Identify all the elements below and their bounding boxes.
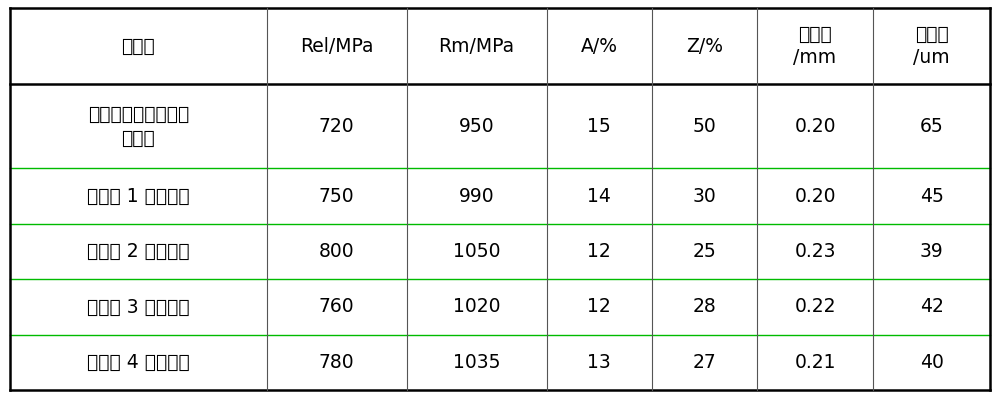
Text: 脱碳层
/mm: 脱碳层 /mm xyxy=(793,25,837,67)
Text: 65: 65 xyxy=(920,117,944,136)
Text: 750: 750 xyxy=(319,187,354,206)
Text: 42: 42 xyxy=(920,297,944,316)
Text: Z/%: Z/% xyxy=(686,37,723,56)
Text: 0.22: 0.22 xyxy=(794,297,836,316)
Text: 实施例 4 连杆毛坯: 实施例 4 连杆毛坯 xyxy=(87,353,190,372)
Text: 28: 28 xyxy=(692,297,716,316)
Text: 0.21: 0.21 xyxy=(794,353,836,372)
Text: 1050: 1050 xyxy=(453,242,500,261)
Text: 未经本发明热处理的
对比件: 未经本发明热处理的 对比件 xyxy=(88,105,189,148)
Text: 0.23: 0.23 xyxy=(794,242,836,261)
Text: 50: 50 xyxy=(692,117,716,136)
Text: 不圆度
/um: 不圆度 /um xyxy=(913,25,950,67)
Text: 14: 14 xyxy=(587,187,611,206)
Text: A/%: A/% xyxy=(581,37,618,56)
Text: 39: 39 xyxy=(920,242,944,261)
Text: 25: 25 xyxy=(692,242,716,261)
Text: 实施例 1 连杆毛坯: 实施例 1 连杆毛坯 xyxy=(87,187,190,206)
Text: 0.20: 0.20 xyxy=(794,117,836,136)
Text: 27: 27 xyxy=(692,353,716,372)
Text: 15: 15 xyxy=(587,117,611,136)
Text: 13: 13 xyxy=(587,353,611,372)
Text: 30: 30 xyxy=(692,187,716,206)
Text: 0.20: 0.20 xyxy=(794,187,836,206)
Text: 实施例 3 连杆毛坯: 实施例 3 连杆毛坯 xyxy=(87,297,190,316)
Text: 实施例: 实施例 xyxy=(121,37,155,56)
Text: 12: 12 xyxy=(587,242,611,261)
Text: 780: 780 xyxy=(319,353,354,372)
Text: 990: 990 xyxy=(459,187,494,206)
Text: 40: 40 xyxy=(920,353,944,372)
Text: 760: 760 xyxy=(319,297,354,316)
Text: 实施例 2 连杆毛坯: 实施例 2 连杆毛坯 xyxy=(87,242,190,261)
Text: 12: 12 xyxy=(587,297,611,316)
Text: 45: 45 xyxy=(920,187,944,206)
Text: 720: 720 xyxy=(319,117,354,136)
Text: 1035: 1035 xyxy=(453,353,500,372)
Text: Rm/MPa: Rm/MPa xyxy=(439,37,515,56)
Text: 950: 950 xyxy=(459,117,494,136)
Text: 800: 800 xyxy=(319,242,354,261)
Text: Rel/MPa: Rel/MPa xyxy=(300,37,373,56)
Text: 1020: 1020 xyxy=(453,297,500,316)
